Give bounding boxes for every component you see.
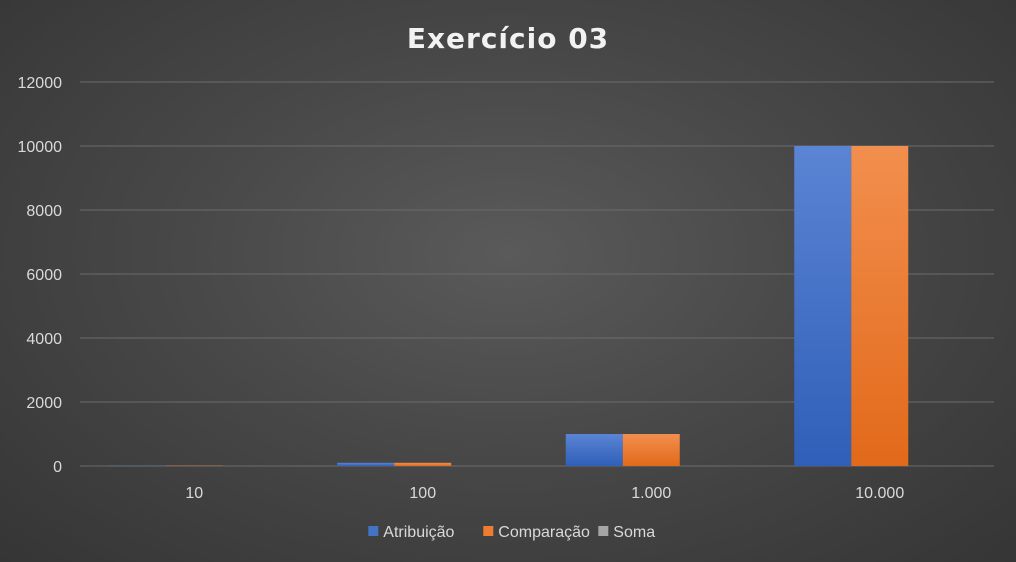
x-tick-label: 10.000 bbox=[855, 485, 904, 502]
x-tick-label: 10 bbox=[185, 485, 203, 502]
legend-swatch bbox=[598, 526, 609, 536]
bar-atribuicao-1000 bbox=[565, 434, 623, 466]
y-axis-ticks: 0 2000 4000 6000 8000 10000 12000 bbox=[18, 75, 63, 476]
legend-label: Comparação bbox=[498, 524, 590, 541]
y-tick-label: 6000 bbox=[26, 267, 62, 284]
legend: Atribuição Comparação Soma bbox=[368, 524, 655, 541]
y-tick-label: 12000 bbox=[18, 75, 63, 92]
x-axis-ticks: 10 100 1.000 10.000 bbox=[185, 485, 904, 502]
legend-swatch bbox=[483, 526, 494, 536]
gridlines bbox=[80, 81, 994, 467]
bars bbox=[108, 146, 909, 466]
x-tick-label: 1.000 bbox=[631, 485, 671, 502]
bar-comparacao-1000 bbox=[622, 434, 680, 466]
y-tick-label: 10000 bbox=[18, 139, 63, 156]
y-tick-label: 0 bbox=[53, 459, 62, 476]
legend-swatch bbox=[368, 526, 379, 536]
bar-comparacao-10000 bbox=[851, 146, 909, 466]
y-tick-label: 4000 bbox=[26, 331, 62, 348]
y-tick-label: 8000 bbox=[26, 203, 62, 220]
bar-atribuicao-100 bbox=[337, 462, 395, 466]
bar-atribuicao-10000 bbox=[794, 146, 852, 466]
x-tick-label: 100 bbox=[409, 485, 436, 502]
chart-title: Exercício 03 bbox=[407, 22, 609, 55]
legend-label: Soma bbox=[613, 524, 655, 541]
y-tick-label: 2000 bbox=[26, 395, 62, 412]
bar-comparacao-100 bbox=[394, 462, 452, 466]
legend-label: Atribuição bbox=[383, 524, 454, 541]
